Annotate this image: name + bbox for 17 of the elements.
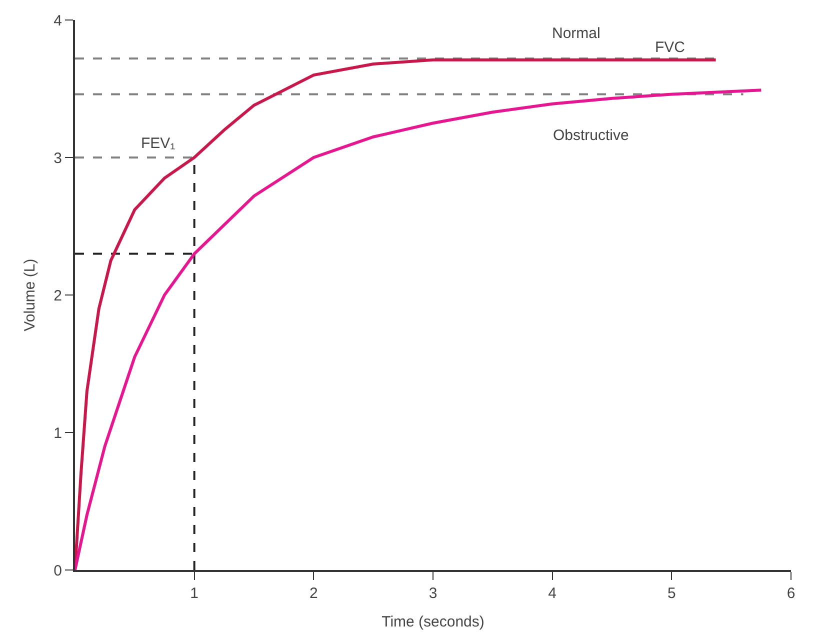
y-tick-label: 4 (54, 12, 62, 30)
series-label: Obstructive (553, 127, 629, 144)
x-tick-label: 4 (548, 585, 556, 602)
x-tick-label: 6 (786, 585, 796, 602)
x-axis-title: Time (seconds) (382, 614, 484, 630)
y-tick-label: 2 (54, 287, 62, 304)
x-tick-label: 1 (190, 585, 198, 602)
x-tick-label: 2 (310, 585, 318, 602)
y-tick-label: 3 (54, 150, 62, 167)
series-label: Normal (552, 25, 600, 42)
x-tick-label: 3 (428, 585, 438, 602)
y-tick-label: 0 (54, 562, 62, 580)
y-axis-title: Volume (L) (21, 258, 38, 332)
x-tick-label: 5 (668, 585, 676, 602)
y-tick-label: 1 (54, 424, 62, 442)
annotation: FEV₁ (141, 135, 176, 152)
annotation: FVC (655, 39, 686, 56)
